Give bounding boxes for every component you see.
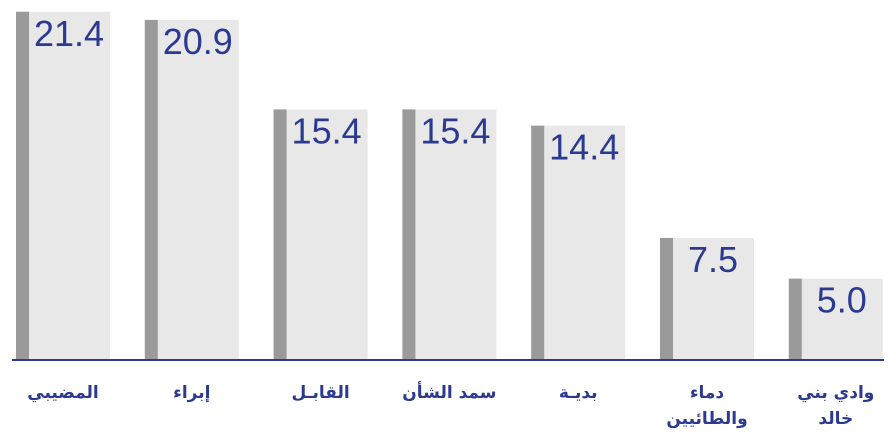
bar-edge <box>16 11 29 360</box>
bar-edge <box>788 278 802 360</box>
bar <box>16 11 110 360</box>
value-label: 5.0 <box>817 280 867 321</box>
bar-edge <box>531 125 545 360</box>
x-tick-label: سمد الشأن <box>402 383 497 403</box>
value-label: 21.4 <box>34 13 104 54</box>
bar-edge <box>402 109 416 361</box>
x-tick-label: القابـل <box>291 383 350 403</box>
value-label: 7.5 <box>688 239 738 280</box>
value-label: 14.4 <box>549 127 619 168</box>
bar <box>144 19 239 361</box>
bar <box>788 278 883 360</box>
x-tick-label: دماء والطائيين <box>666 383 748 429</box>
x-tick-label: المضيبي <box>27 383 99 403</box>
value-label: 20.9 <box>163 21 233 62</box>
bar <box>531 125 626 360</box>
x-tick-label: وادي بني خالد <box>797 383 875 429</box>
bar-edge <box>660 237 673 360</box>
x-tick-label: بديـة <box>558 383 598 403</box>
bar-edge <box>273 109 287 361</box>
value-label: 15.4 <box>420 110 490 151</box>
value-label: 15.4 <box>292 110 362 151</box>
bar-edge <box>144 19 158 361</box>
x-tick-label: إبراء <box>173 383 211 403</box>
bar <box>660 237 754 360</box>
bar <box>273 109 368 361</box>
bar <box>402 109 497 361</box>
